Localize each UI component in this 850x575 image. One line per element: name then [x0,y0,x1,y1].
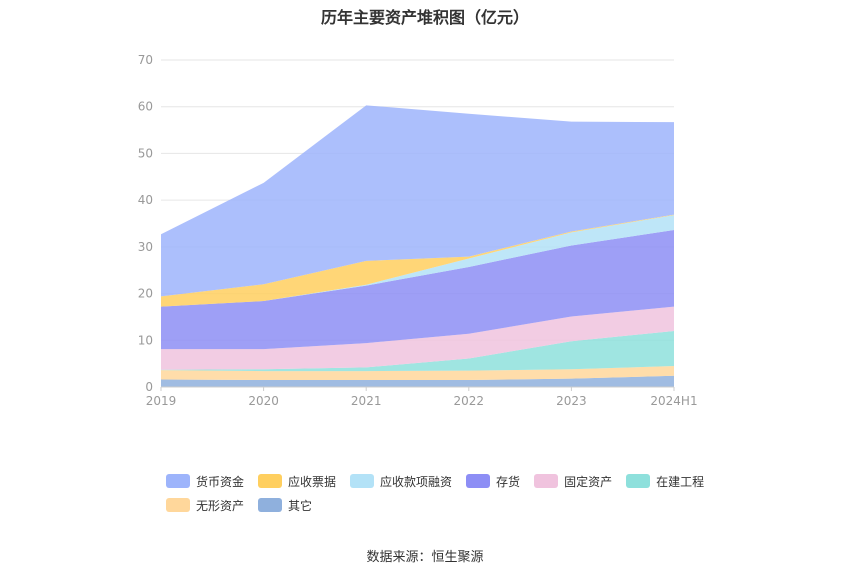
area-固定资产 [161,306,674,370]
y-tick-label: 70 [138,53,153,67]
legend-swatch [166,498,190,512]
x-tick-label: 2019 [146,394,177,408]
area-存货 [161,230,674,350]
legend-label: 在建工程 [656,474,705,489]
legend-item[interactable]: 其它 [258,496,312,514]
legend-swatch [258,498,283,512]
legend-swatch [258,474,283,488]
legend-item[interactable]: 存货 [466,472,520,490]
y-tick-label: 40 [138,193,153,207]
x-tick-label: 2022 [454,394,485,408]
legend-label: 应收款项融资 [380,474,453,489]
legend-swatch [350,474,375,488]
area-应收票据 [161,214,674,307]
y-tick-label: 10 [138,333,153,347]
area-无形资产 [161,365,674,380]
legend-label: 存货 [496,474,521,489]
legend-item[interactable]: 在建工程 [626,472,704,490]
data-source: 数据来源：恒生聚源 [366,550,484,565]
y-tick-label: 0 [145,380,153,394]
legend-swatch [534,474,559,488]
area-其它 [161,375,674,387]
area-货币资金 [161,105,674,297]
area-应收款项融资 [161,215,674,307]
legend-swatch [466,474,491,488]
legend-item[interactable]: 固定资产 [534,472,612,490]
legend-swatch [626,474,651,488]
legend-label: 固定资产 [564,474,613,489]
x-tick-label: 2024H1 [650,394,697,408]
legend-label: 货币资金 [196,474,245,489]
legend-label: 其它 [288,498,313,513]
y-tick-label: 20 [138,287,153,301]
y-tick-label: 30 [138,240,153,254]
legend-label: 无形资产 [196,498,245,513]
legend-item[interactable]: 货币资金 [166,472,244,490]
x-tick-label: 2020 [248,394,279,408]
area-在建工程 [161,330,674,372]
legend-item[interactable]: 应收票据 [258,472,336,490]
chart-legend: 货币资金 应收票据 应收款项融资 存货 固定资产 在建工程无形资产 其它 [166,472,726,520]
y-tick-label: 50 [138,146,153,160]
x-tick-label: 2023 [556,394,587,408]
legend-swatch [166,474,190,488]
legend-item[interactable]: 无形资产 [166,496,244,514]
y-tick-label: 60 [138,100,153,114]
legend-item[interactable]: 应收款项融资 [350,472,452,490]
x-tick-label: 2021 [351,394,382,408]
chart-title: 历年主要资产堆积图（亿元） [320,8,529,27]
legend-label: 应收票据 [288,474,337,489]
